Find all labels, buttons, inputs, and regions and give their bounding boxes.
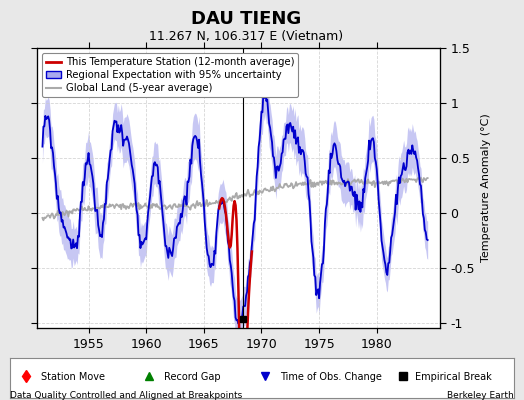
Text: Data Quality Controlled and Aligned at Breakpoints: Data Quality Controlled and Aligned at B…: [10, 390, 243, 400]
Text: Empirical Break: Empirical Break: [416, 372, 492, 382]
Text: DAU TIENG: DAU TIENG: [191, 10, 301, 28]
Y-axis label: Temperature Anomaly (°C): Temperature Anomaly (°C): [481, 114, 490, 262]
Text: Record Gap: Record Gap: [164, 372, 221, 382]
Text: Station Move: Station Move: [41, 372, 105, 382]
Text: 11.267 N, 106.317 E (Vietnam): 11.267 N, 106.317 E (Vietnam): [149, 30, 343, 43]
Legend: This Temperature Station (12-month average), Regional Expectation with 95% uncer: This Temperature Station (12-month avera…: [42, 53, 298, 97]
Text: Berkeley Earth: Berkeley Earth: [447, 390, 514, 400]
Text: Time of Obs. Change: Time of Obs. Change: [280, 372, 381, 382]
